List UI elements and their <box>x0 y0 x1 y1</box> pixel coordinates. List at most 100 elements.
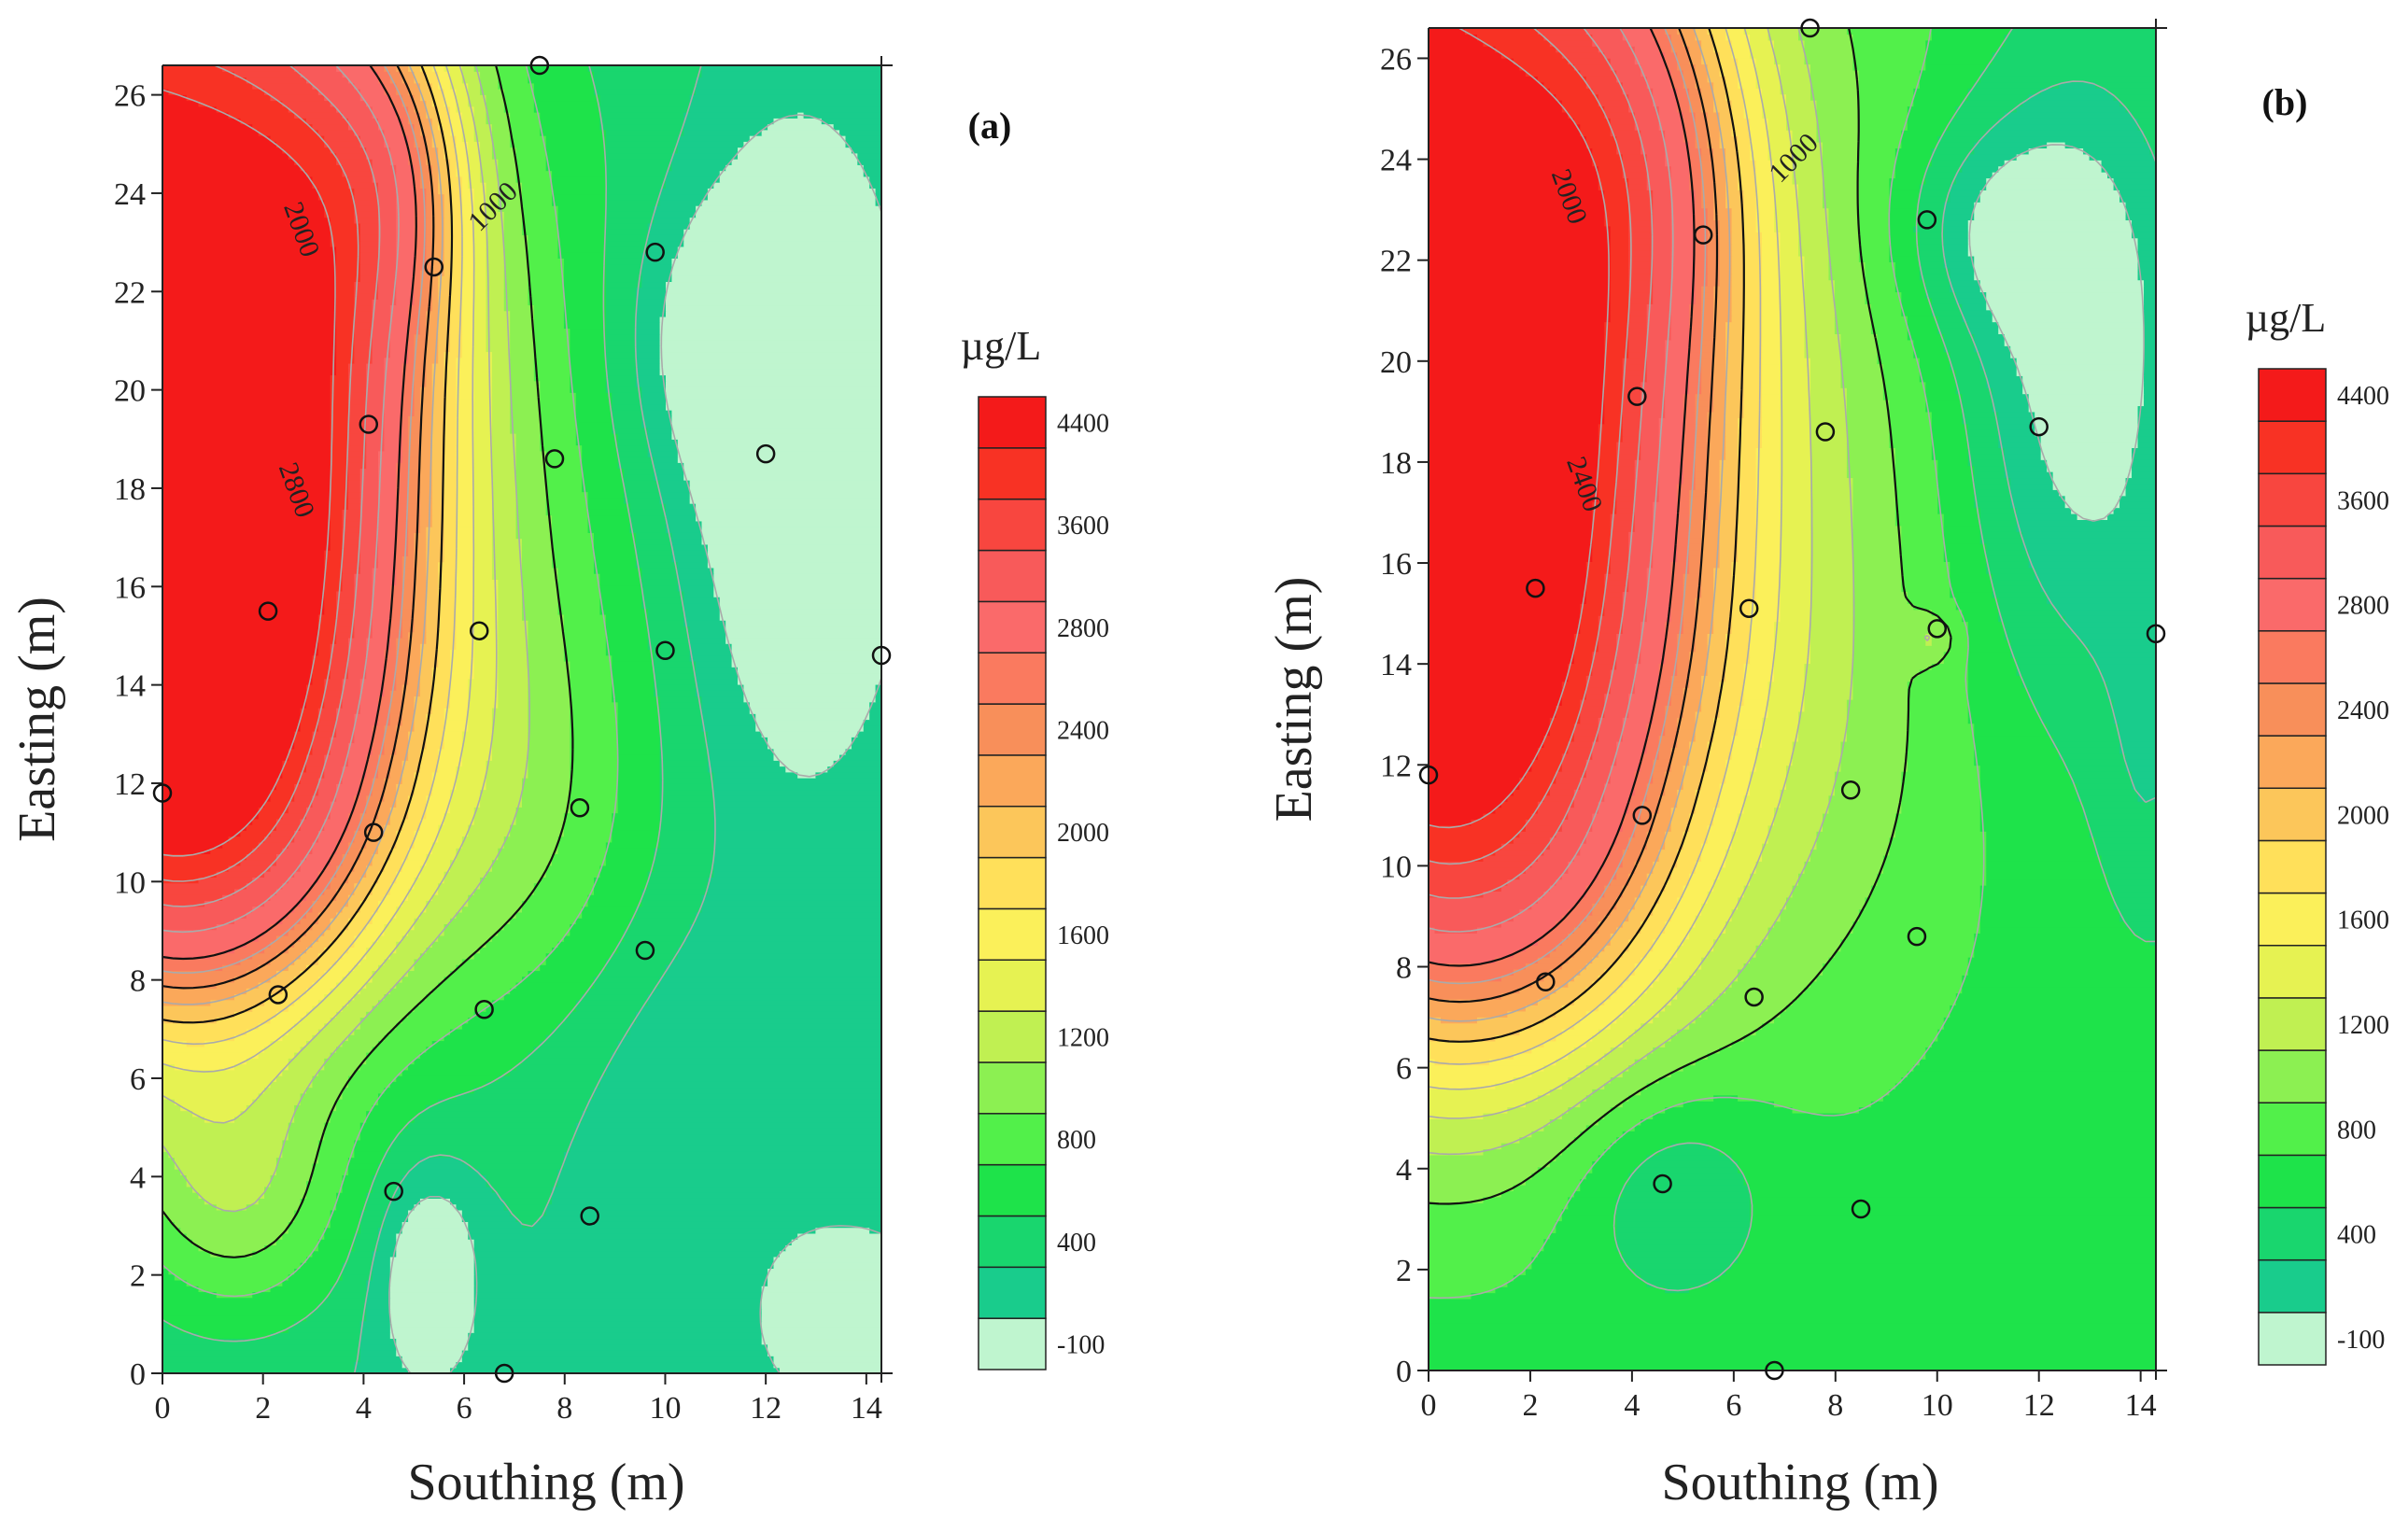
contour-line-1600 <box>162 65 475 1073</box>
contour-line-1200 <box>1429 28 1931 1156</box>
y-tick-label: 8 <box>1396 951 1412 986</box>
x-tick-label: 2 <box>1522 1388 1538 1423</box>
colorbar-band <box>978 754 1047 808</box>
x-tick-label: 6 <box>457 1391 472 1426</box>
sample-point <box>469 621 489 640</box>
x-tick-label: 10 <box>649 1391 681 1426</box>
colorbar-band <box>2258 735 2327 790</box>
x-tick-label: 12 <box>750 1391 782 1426</box>
contour-line-4400 <box>1429 28 1610 829</box>
sample-point <box>1632 806 1653 825</box>
x-tick-label: 12 <box>2023 1388 2055 1423</box>
sample-point <box>1739 598 1759 618</box>
y-tick-label: 14 <box>1380 648 1412 682</box>
y-tick-label: 22 <box>114 275 146 310</box>
colorbar-tick-label: -100 <box>2337 1326 2385 1355</box>
colorbar-band <box>978 1061 1047 1115</box>
colorbar-tick-label: 4400 <box>1057 409 1109 438</box>
colorbar-band <box>2258 1258 2327 1314</box>
y-tick-label: 2 <box>130 1259 146 1294</box>
x-tick-label: 8 <box>556 1391 572 1426</box>
contour-line-600 <box>1612 28 2156 1292</box>
colorbar-band <box>2258 944 2327 999</box>
sample-point <box>2029 416 2049 437</box>
contour-line-2600 <box>162 65 426 974</box>
contour-line-2600 <box>1429 28 1707 985</box>
colorbar-band <box>2258 525 2327 580</box>
colorbar-band <box>978 1215 1047 1269</box>
contour-line-2000 <box>1429 28 1745 1043</box>
colorbar-band <box>978 959 1047 1012</box>
contour-line-400 <box>1941 80 2156 804</box>
x-tick-label: 4 <box>356 1391 372 1426</box>
colorbar-tick-label: 2800 <box>2337 592 2389 621</box>
y-tick-label: 18 <box>114 472 146 507</box>
x-axis-title: Southing (m) <box>407 1454 684 1511</box>
contour-line-2200 <box>162 65 444 1005</box>
sample-point <box>268 985 289 1005</box>
sample-point <box>529 55 550 76</box>
colorbar-tick-label: 2400 <box>2337 696 2389 725</box>
colorbar-band <box>2258 577 2327 632</box>
y-tick-label: 6 <box>130 1062 146 1097</box>
colorbar-tick-label: 1600 <box>1057 921 1109 950</box>
colorbar-band <box>978 856 1047 910</box>
colorbar-band <box>2258 1312 2327 1366</box>
x-tick-label: 0 <box>155 1391 171 1426</box>
sample-point <box>1744 987 1764 1007</box>
sample-point <box>384 1181 403 1202</box>
y-tick-label: 16 <box>114 570 146 605</box>
sample-point <box>1917 210 1937 230</box>
contour-line-1200 <box>162 65 530 1213</box>
y-tick-label: 8 <box>130 964 146 999</box>
sample-point <box>655 640 675 661</box>
contour-lines <box>1429 28 2156 1300</box>
panel-label: (a) <box>968 105 1012 147</box>
colorbar-band <box>978 1010 1047 1063</box>
y-tick-label: 20 <box>114 374 146 409</box>
sample-point <box>359 415 379 434</box>
y-tick-label: 20 <box>1380 345 1412 380</box>
contour-line-1800 <box>162 65 463 1046</box>
y-tick-label: 10 <box>1380 850 1412 884</box>
contour-fill <box>162 65 881 1373</box>
contour-line-800 <box>162 65 619 1298</box>
sample-point <box>1526 578 1545 598</box>
colorbar-tick-label: 2800 <box>1057 614 1109 643</box>
contour-fill <box>1429 28 2156 1370</box>
y-axis-title: Easting (m) <box>1265 577 1323 822</box>
sample-point <box>1536 972 1556 991</box>
colorbar-band <box>978 498 1047 552</box>
colorbar-band <box>978 396 1047 449</box>
sample-point <box>755 443 776 464</box>
sample-point <box>1693 225 1713 245</box>
colorbar-tick-label: 400 <box>2337 1221 2376 1250</box>
y-tick-label: 4 <box>1396 1153 1412 1188</box>
x-tick-label: 0 <box>1421 1388 1437 1423</box>
colorbar-tick-label: 1200 <box>2337 1011 2389 1040</box>
y-tick-label: 2 <box>1396 1254 1412 1288</box>
sample-point <box>871 645 892 666</box>
y-tick-label: 22 <box>1380 245 1412 279</box>
colorbar-tick-label: 2400 <box>1057 716 1109 745</box>
x-tick-label: 14 <box>851 1391 882 1426</box>
colorbar-tick-label: 3600 <box>1057 512 1109 541</box>
colorbar-band <box>2258 472 2327 527</box>
panel-label: (b) <box>2262 81 2308 123</box>
colorbar-band <box>2258 1206 2327 1261</box>
x-tick-label: 14 <box>2125 1388 2157 1423</box>
y-tick-label: 12 <box>114 767 146 802</box>
contour-line-3600 <box>162 65 381 907</box>
sample-point <box>474 999 494 1019</box>
y-tick-label: 12 <box>1380 749 1412 783</box>
contour-line-4000 <box>162 65 359 882</box>
sample-point <box>570 798 590 818</box>
y-tick-label: 26 <box>1380 42 1412 77</box>
x-tick-label: 10 <box>1922 1388 1953 1423</box>
colorbar-tick-label: 800 <box>2337 1116 2376 1145</box>
x-tick-label: 4 <box>1624 1388 1640 1423</box>
colorbar-band <box>978 907 1047 962</box>
colorbar-band <box>2258 997 2327 1051</box>
